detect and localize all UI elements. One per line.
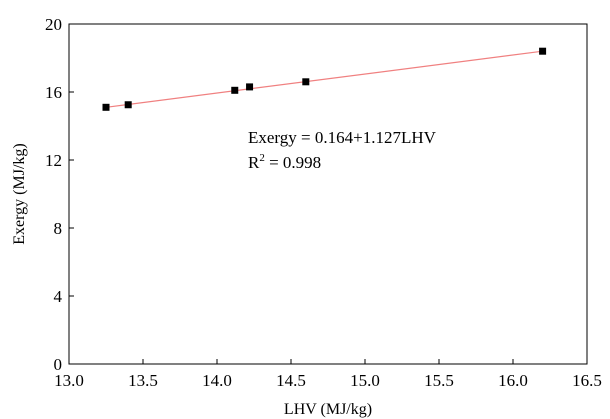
x-tick-label: 15.5 <box>424 371 454 390</box>
y-axis-ticks: 0 4 8 12 16 20 <box>45 15 74 374</box>
x-tick-label: 14.5 <box>276 371 306 390</box>
y-tick-label: 8 <box>54 219 63 238</box>
x-tick-label: 14.0 <box>202 371 232 390</box>
x-tick-label: 13.5 <box>128 371 158 390</box>
r-squared-label: R2 = 0.998 <box>248 152 321 172</box>
x-tick-label: 15.0 <box>350 371 380 390</box>
data-point <box>231 87 238 94</box>
y-tick-label: 12 <box>45 151 62 170</box>
y-tick-label: 16 <box>45 83 62 102</box>
x-axis-title: LHV (MJ/kg) <box>284 401 372 418</box>
y-tick-label: 0 <box>54 355 63 374</box>
plot-area <box>69 24 587 364</box>
x-tick-label: 16.0 <box>498 371 528 390</box>
x-tick-label: 16.5 <box>572 371 602 390</box>
data-point <box>103 104 110 111</box>
y-tick-label: 4 <box>54 287 63 306</box>
data-point <box>302 78 309 85</box>
y-tick-label: 20 <box>45 15 62 34</box>
y-axis-title: Exergy (MJ/kg) <box>11 143 28 244</box>
equation-label: Exergy = 0.164+1.127LHV <box>248 128 437 147</box>
data-point <box>125 101 132 108</box>
data-point <box>246 83 253 90</box>
regression-line <box>106 51 543 107</box>
data-point <box>539 48 546 55</box>
